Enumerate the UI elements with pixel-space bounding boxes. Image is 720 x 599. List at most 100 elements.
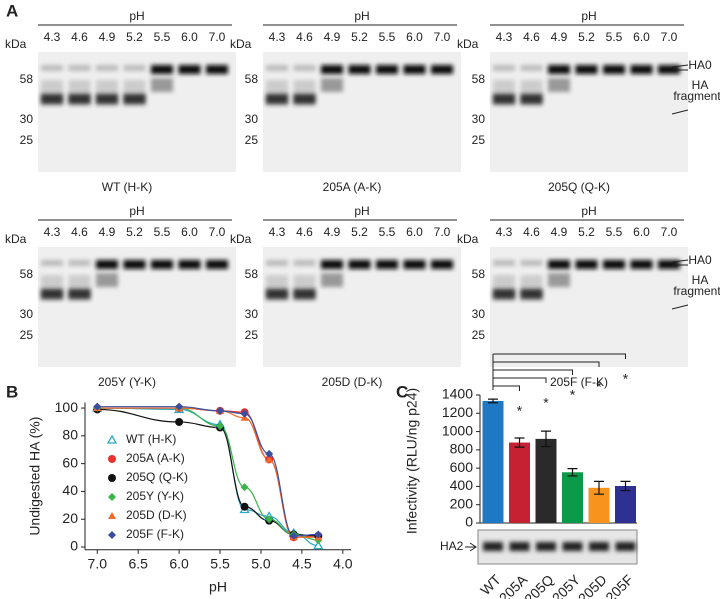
ph-value: 4.3 [269,30,286,44]
significance-bracket [493,361,600,367]
band [562,542,583,551]
data-point [93,402,102,411]
marker-label: 25 [20,133,34,147]
ph-value: 5.2 [578,30,595,44]
ph-value: 7.0 [209,30,226,44]
error-bar [620,480,631,492]
ph-value: 7.0 [661,225,678,239]
band [41,94,63,104]
band [509,542,530,551]
band [548,78,570,92]
ph-value: 6.0 [181,30,198,44]
blot-caption: 205D (D-K) [322,375,383,389]
ph-value: 5.5 [154,225,171,239]
significance-star: * [517,403,523,419]
significance-star: * [570,387,576,403]
ph-value: 5.5 [606,30,623,44]
marker-label: 30 [472,307,486,321]
ph-value: 4.3 [44,225,61,239]
band [431,65,453,74]
ha0-label: HA0 [688,58,712,72]
band [548,65,570,74]
band [96,65,118,71]
y-tick-label: 80 [62,427,78,443]
ph-value: 4.3 [269,225,286,239]
bar [615,485,636,523]
band [178,65,201,74]
marker-label: 25 [472,133,486,147]
error-bar [594,480,604,495]
x-tick-label: 4.5 [292,556,312,572]
kda-label: kDa [457,37,479,51]
band [266,94,288,104]
y-tick-label: 600 [450,459,474,475]
marker-label: 30 [472,112,486,126]
band [68,94,91,104]
x-tick-label: 5.0 [251,556,271,572]
data-point [175,417,184,426]
ph-value: 5.5 [379,30,396,44]
band [658,260,680,269]
band [520,65,543,71]
y-tick-label: 20 [62,510,78,526]
band [536,542,556,551]
band [41,65,63,71]
band [293,289,316,299]
blot [477,529,638,565]
ph-value: 5.5 [606,225,623,239]
legend-label: 205Y (Y-K) [126,489,184,503]
band [376,65,398,74]
band [266,289,288,299]
band [321,65,343,74]
ph-value: 4.6 [71,225,88,239]
legend-label: 205A (A-K) [126,451,185,465]
legend-label: 205F (F-K) [126,527,184,541]
kda-label: kDa [457,232,479,246]
blot-caption: WT (H-K) [102,180,152,194]
legend-label: WT (H-K) [126,432,176,446]
ph-value: 5.2 [351,30,368,44]
band [206,65,228,74]
band [520,94,543,104]
band [575,65,598,74]
band [520,289,543,299]
band [68,289,91,299]
band [548,273,570,287]
ph-value: 7.0 [661,30,678,44]
y-tick-label: 800 [450,441,474,457]
significance-bracket [493,377,547,383]
x-tick-label: 6.5 [128,556,148,572]
ph-value: 4.9 [324,225,341,239]
band [41,260,63,266]
band [151,78,173,92]
ph-value: 4.9 [99,225,116,239]
kda-label: kDa [5,232,27,246]
band [548,260,570,269]
y-tick-label: 40 [62,482,78,498]
fragment-label: fragments [673,284,720,298]
y-tick-label: 0 [70,538,78,554]
ph-title: pH [354,204,369,218]
band [321,273,343,287]
ph-value: 4.6 [523,225,540,239]
band [493,94,515,104]
band [151,65,173,74]
data-point [240,409,249,418]
legend-label: 205D (D-K) [126,508,187,522]
bar [535,438,557,523]
marker-label: 25 [245,133,259,147]
y-tick-label: 1200 [442,404,473,420]
ph-value: 5.2 [351,225,368,239]
x-tick-label: 205F [602,571,636,599]
marker-label: 58 [20,72,34,86]
data-point [265,455,274,463]
band [68,65,91,71]
band [603,260,625,269]
error-bar [567,468,578,477]
significance-star: * [623,371,629,387]
band [321,78,343,92]
marker-label: 25 [472,328,486,342]
fragment-label: HA [692,78,709,92]
data-point [216,422,225,431]
blot-caption: 205Q (Q-K) [548,180,610,194]
